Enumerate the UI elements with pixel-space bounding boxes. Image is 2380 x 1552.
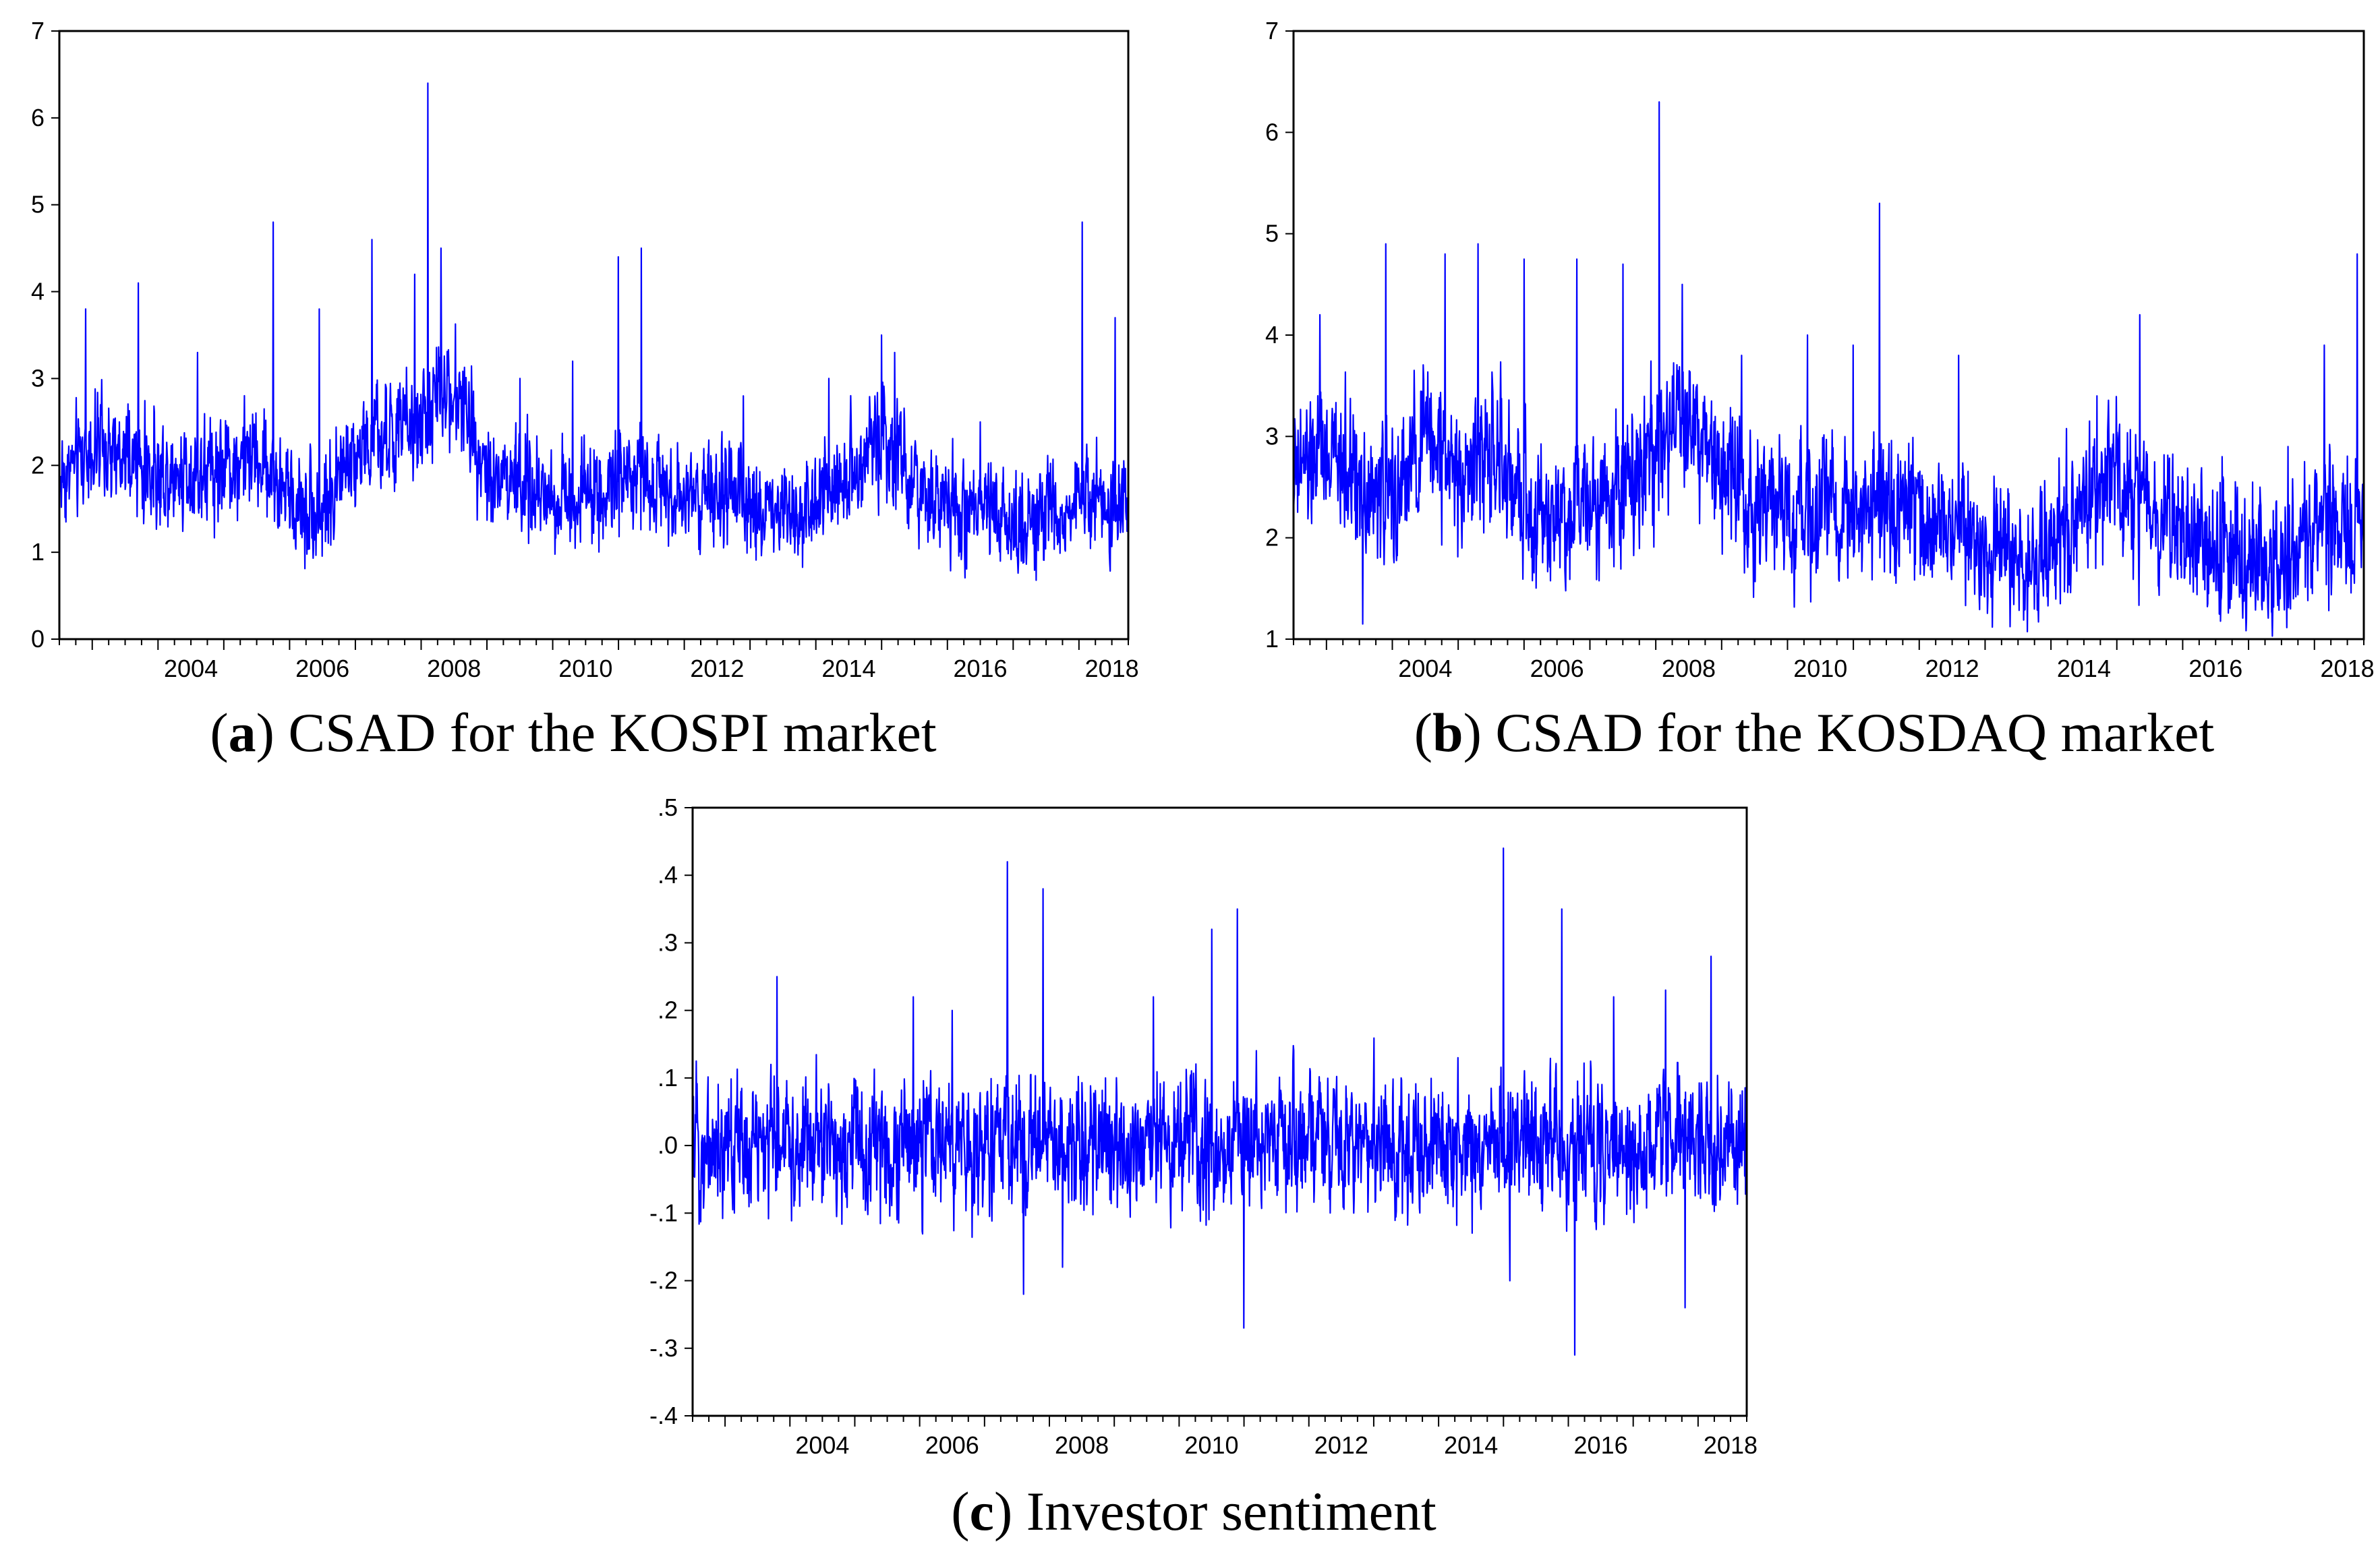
x-tick-label: 2012 [1925,655,1979,682]
y-tick-label: .5 [658,794,678,821]
series-line [58,82,1130,581]
y-tick-label: 4 [31,278,45,305]
y-tick-label: 2 [31,451,45,479]
x-tick-label: 2016 [2188,655,2242,682]
caption-c: (c) Investor sentiment [951,1481,1436,1542]
panel-a: 0 1 2 3 4 5 6 7 2004 2006 2008 2010 2012 2014 2016 2018 [0,0,1147,775]
panel-b: 1 2 3 4 5 6 7 2004 2006 2008 2010 2012 2014 2016 2018 [1221,0,2380,775]
x-tick-label: 2008 [427,655,481,682]
x-tick-label: 2014 [1444,1431,1498,1459]
y-tick-label: 5 [1265,220,1279,247]
series-line [1292,101,2365,637]
caption-b-letter: b [1432,702,1463,763]
x-tick-label: 2004 [1398,655,1452,682]
chart-c: -.4 -.3 -.2 -.1 .0 .1 .2 .3 .4 .5 2004 2006 2008 2010… [649,794,1758,1459]
caption-a: (a) CSAD for the KOSPI market [210,702,937,763]
y-tick-label: 3 [31,364,45,392]
x-tick-label: 2014 [2057,655,2111,682]
x-tick-label: 2012 [1314,1431,1368,1459]
x-tick-label: 2008 [1662,655,1716,682]
x-tick-label: 2016 [953,655,1007,682]
caption-c-letter: c [969,1481,994,1542]
y-tick-label: .1 [658,1064,678,1092]
y-tick-label: 6 [1265,118,1279,146]
chart-b: 1 2 3 4 5 6 7 2004 2006 2008 2010 2012 2014 2016 2018 [1265,17,2375,682]
y-tick-label: 2 [1265,524,1279,551]
x-tick-label: 2014 [821,655,875,682]
y-tick-label: 7 [1265,17,1279,44]
x-tick-label: 2004 [164,655,218,682]
x-tick-label: 2010 [1184,1431,1238,1459]
x-tick-label: 2010 [1793,655,1847,682]
x-tick-label: 2004 [795,1431,849,1459]
caption-a-text: ) CSAD for the KOSPI market [256,702,937,763]
y-tick-label: .0 [658,1131,678,1159]
plot-frame [1292,30,2365,640]
x-tick-label: 2018 [1704,1431,1758,1459]
y-tick-label: 3 [1265,422,1279,450]
x-tick-label: 2006 [925,1431,979,1459]
x-tick-label: 2012 [690,655,744,682]
x-tick-label: 2018 [2321,655,2375,682]
y-tick-label: -.4 [649,1402,678,1429]
y-tick-label: 4 [1265,321,1279,349]
caption-b-text: ) CSAD for the KOSDAQ market [1463,702,2215,763]
caption-b: (b) CSAD for the KOSDAQ market [1414,702,2215,763]
x-tick-label: 2006 [1530,655,1584,682]
y-tick-label: 0 [31,625,45,653]
series-line [691,847,1748,1356]
caption-c-text: ) Investor sentiment [993,1481,1436,1542]
y-tick-label: 7 [31,17,45,44]
y-tick-label: -.3 [649,1334,678,1362]
plot-frame [691,806,1748,1417]
y-tick-label: 6 [31,104,45,131]
caption-a-letter: a [228,702,256,763]
x-tick-label: 2016 [1574,1431,1628,1459]
chart-a: 0 1 2 3 4 5 6 7 2004 2006 2008 2010 2012 2014 2016 2018 [31,17,1139,682]
y-tick-label: .3 [658,928,678,956]
y-tick-label: -.1 [649,1199,678,1226]
y-tick-label: 1 [31,538,45,566]
y-tick-label: .4 [658,861,678,889]
y-tick-label: -.2 [649,1267,678,1294]
y-tick-label: 5 [31,191,45,218]
y-tick-label: .2 [658,996,678,1024]
x-tick-label: 2008 [1055,1431,1109,1459]
x-tick-label: 2018 [1085,655,1139,682]
x-tick-label: 2006 [295,655,349,682]
panel-c: -.4 -.3 -.2 -.1 .0 .1 .2 .3 .4 .5 2004 2006 2008 2010… [620,794,1767,1470]
plot-frame [58,30,1130,640]
y-tick-label: 1 [1265,625,1279,653]
x-tick-label: 2010 [558,655,612,682]
